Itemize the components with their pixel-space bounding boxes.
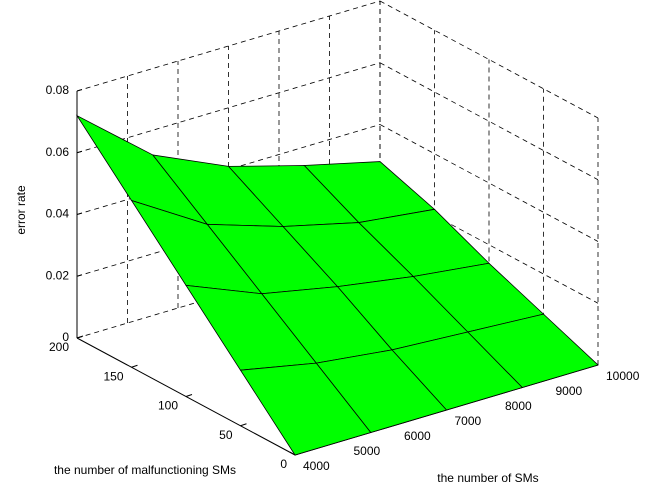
y-tick: [76, 335, 84, 339]
z-axis-label: error rate: [14, 185, 28, 235]
y-tick: [131, 364, 138, 368]
z-tick: [76, 150, 83, 154]
x-tick-label: 5000: [354, 444, 381, 458]
x-tick-label: 4000: [303, 459, 330, 473]
grid-line: [76, 62, 381, 154]
y-tick-label: 0: [280, 457, 287, 471]
z-tick: [76, 274, 83, 277]
surface-patch: [239, 362, 372, 456]
z-tick-label: 0: [62, 330, 69, 344]
y-tick-label: 150: [103, 369, 123, 383]
z-tick-label: 0.02: [46, 268, 70, 282]
y-tick: [185, 394, 193, 397]
grid-line: [76, 0, 381, 92]
x-tick-label: 8000: [505, 399, 532, 413]
x-tick-label: 6000: [404, 429, 431, 443]
x-tick-label: 7000: [455, 414, 482, 428]
grid-line: [76, 124, 381, 215]
z-tick: [76, 89, 83, 92]
x-axis-label: the number of SMs: [437, 471, 538, 485]
y-tick: [240, 423, 247, 427]
z-tick: [76, 212, 83, 215]
z-tick-label: 0.04: [46, 207, 70, 221]
z-tick-label: 0.08: [46, 83, 70, 97]
x-tick-label: 9000: [556, 384, 583, 398]
y-tick-label: 200: [49, 340, 69, 354]
x-tick: [289, 451, 296, 456]
x-tick-label: 10000: [606, 369, 640, 383]
z-tick-label: 0.06: [46, 145, 70, 159]
y-axis-label: the number of malfunctioning SMs: [54, 463, 236, 477]
y-tick-label: 50: [219, 428, 233, 442]
y-tick-label: 100: [158, 399, 178, 413]
